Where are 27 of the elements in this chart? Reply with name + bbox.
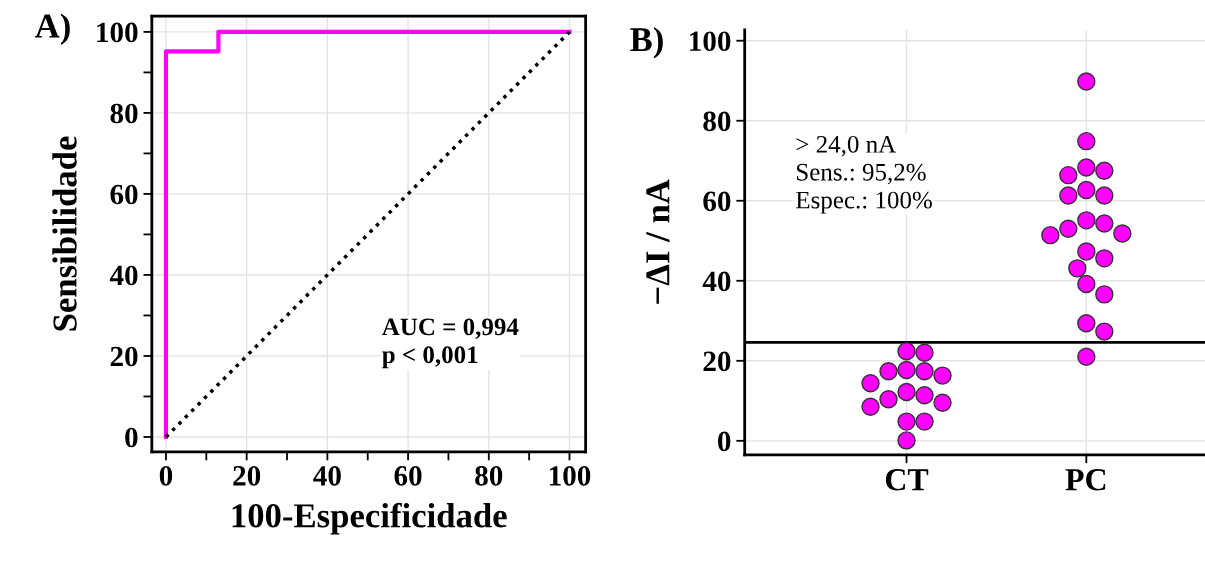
x-tick-label: 80 — [475, 465, 503, 486]
y-tick-label: 100 — [97, 22, 138, 43]
x-tick-label: 60 — [394, 465, 422, 486]
y-tick-label: 0 — [718, 431, 731, 452]
annotation: AUC = 0,994 p < 0,001 — [381, 318, 519, 369]
x-tick-label: 40 — [313, 465, 341, 486]
y-tick-label: 80 — [703, 111, 731, 132]
y-tick-label: 80 — [110, 103, 138, 124]
text: A) — [35, 13, 70, 45]
x-tick-label: 20 — [233, 465, 261, 486]
annotation: > 24,0 nA Sens.: 95,2% Espec.: 100% — [796, 135, 932, 214]
y-tick-label: 60 — [703, 191, 731, 212]
y-axis-title: −ΔI / nA — [646, 179, 670, 304]
y-tick-label: 100 — [690, 31, 731, 52]
text: B) — [630, 26, 663, 59]
y-tick-label: 20 — [110, 346, 138, 367]
y-tick-label: 40 — [702, 271, 731, 292]
y-tick-label: 40 — [109, 265, 138, 286]
y-tick-label: 20 — [703, 351, 731, 372]
y-tick-label: 0 — [125, 427, 138, 448]
x-tick-label: CT — [885, 469, 929, 491]
x-tick-label: 0 — [159, 465, 173, 486]
y-axis-title: Sensibilidade — [52, 136, 77, 331]
x-tick-label: PC — [1065, 469, 1106, 491]
x-axis-title: 100-Especificidade — [232, 502, 507, 535]
x-tick-label: 100 — [549, 465, 591, 486]
y-tick-label: 60 — [110, 184, 138, 205]
